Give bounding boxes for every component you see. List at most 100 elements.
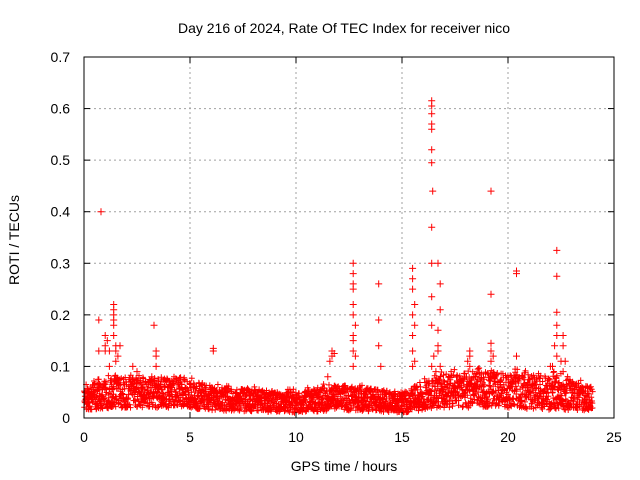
data-point xyxy=(330,350,338,357)
data-point xyxy=(553,332,561,339)
data-point xyxy=(116,342,124,350)
chart-title: Day 216 of 2024, Rate Of TEC Index for r… xyxy=(178,20,510,36)
data-point xyxy=(466,362,474,370)
data-point xyxy=(349,285,357,293)
data-point xyxy=(428,223,436,231)
data-point xyxy=(409,362,417,370)
data-point xyxy=(561,357,569,365)
data-point xyxy=(409,311,417,319)
y-tick-label: 0.4 xyxy=(51,204,71,220)
data-point xyxy=(150,321,158,329)
x-tick-label: 5 xyxy=(186,429,194,445)
data-point xyxy=(487,347,495,355)
data-point xyxy=(114,352,122,360)
y-tick-label: 0.6 xyxy=(51,101,71,117)
data-point xyxy=(411,321,419,329)
data-point xyxy=(553,352,561,360)
data-point xyxy=(428,110,436,118)
axis-ticks: 0 5 10 15 20 25 0 0.1 0.2 0.3 0.4 0.5 0.6 0.7 xyxy=(51,49,622,445)
baseline-marker-cloud xyxy=(81,365,596,416)
data-point xyxy=(112,357,120,365)
data-point xyxy=(101,332,109,339)
data-point xyxy=(411,301,419,308)
data-point xyxy=(559,332,567,339)
data-point xyxy=(559,368,567,376)
data-point xyxy=(434,259,442,267)
data-point xyxy=(351,352,359,360)
data-point xyxy=(375,316,383,324)
data-point xyxy=(487,339,495,347)
data-point xyxy=(375,342,383,350)
data-point xyxy=(466,352,474,360)
data-point xyxy=(349,301,357,308)
x-axis-label: GPS time / hours xyxy=(291,458,398,474)
data-point xyxy=(349,337,357,345)
data-point xyxy=(432,368,440,376)
y-tick-label: 0.3 xyxy=(51,255,71,271)
data-point xyxy=(436,362,444,370)
data-point xyxy=(546,362,554,370)
data-point xyxy=(209,347,217,355)
data-point xyxy=(103,337,111,345)
data-point xyxy=(148,373,156,381)
data-point xyxy=(487,187,495,195)
data-point xyxy=(375,280,383,288)
data-point xyxy=(349,259,357,267)
x-tick-label: 15 xyxy=(394,429,410,445)
data-point xyxy=(428,259,436,267)
y-tick-label: 0.1 xyxy=(51,358,71,374)
y-tick-label: 0 xyxy=(62,410,70,426)
data-point xyxy=(411,357,419,365)
data-point xyxy=(553,246,561,254)
data-point xyxy=(349,362,357,370)
data-point xyxy=(553,321,561,329)
data-point xyxy=(409,285,417,293)
data-point xyxy=(428,125,436,133)
data-point xyxy=(97,208,105,216)
data-point xyxy=(428,102,436,110)
data-point xyxy=(436,280,444,288)
y-tick-label: 0.2 xyxy=(51,307,71,323)
data-point xyxy=(377,362,385,370)
plot-frame xyxy=(83,56,615,419)
data-point xyxy=(428,362,436,370)
data-point xyxy=(351,321,359,329)
data-point xyxy=(152,362,160,370)
data-point xyxy=(428,146,436,154)
data-point xyxy=(428,321,436,329)
data-point xyxy=(487,357,495,365)
data-point xyxy=(434,326,442,334)
x-tick-label: 25 xyxy=(606,429,622,445)
data-point xyxy=(133,368,141,376)
data-point xyxy=(95,347,103,355)
x-tick-label: 10 xyxy=(288,429,304,445)
data-point xyxy=(430,352,438,360)
baseline-point-cloud xyxy=(81,365,596,416)
x-tick-label: 20 xyxy=(500,429,516,445)
data-point xyxy=(553,272,561,280)
data-point xyxy=(429,187,437,195)
data-point xyxy=(551,342,559,350)
data-point xyxy=(559,342,567,350)
y-tick-label: 0.5 xyxy=(51,152,71,168)
data-point xyxy=(409,347,417,355)
data-point xyxy=(326,357,334,365)
data-point xyxy=(428,159,436,167)
data-point xyxy=(112,347,120,355)
y-tick-label: 0.7 xyxy=(51,49,71,65)
data-point xyxy=(95,316,103,324)
data-point xyxy=(487,290,495,298)
grid-lines xyxy=(84,57,614,418)
data-point xyxy=(489,352,497,360)
x-tick-label: 0 xyxy=(80,429,88,445)
data-point xyxy=(105,362,113,370)
data-point xyxy=(105,347,113,355)
data-point xyxy=(349,347,357,355)
data-point xyxy=(110,321,118,329)
data-point xyxy=(553,308,561,316)
data-point xyxy=(428,293,436,301)
data-point xyxy=(409,332,417,339)
data-point xyxy=(409,275,417,283)
data-points xyxy=(95,97,569,381)
data-point xyxy=(129,362,137,370)
